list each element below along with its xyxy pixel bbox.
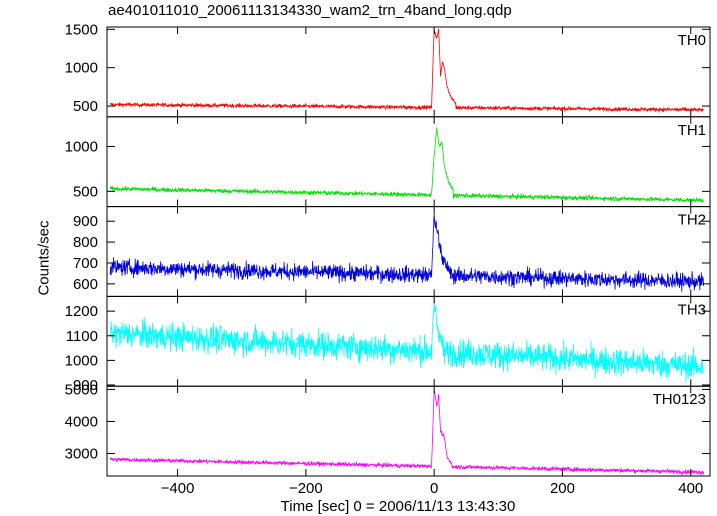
y-tick-label: 500 [73, 183, 98, 200]
x-tick-label: −400 [161, 480, 195, 497]
y-tick-label: 900 [73, 213, 98, 230]
y-tick-label: 1100 [66, 328, 98, 345]
y-tick-label: 700 [73, 255, 98, 272]
x-tick-label: 400 [678, 480, 703, 497]
y-tick-label: 1200 [65, 303, 98, 320]
x-tick-label: 200 [550, 480, 575, 497]
panel-frame-th0123 [106, 385, 711, 477]
panel-label-th0123: TH0123 [653, 391, 706, 408]
series-line-th2 [109, 213, 704, 292]
panel-label-th3: TH3 [678, 301, 706, 318]
series-line-th0123 [109, 390, 704, 476]
panel-label-th0: TH0 [678, 32, 706, 49]
panel-frame-th0 [106, 26, 711, 118]
y-tick-label: 800 [73, 234, 98, 251]
y-tick-label: 900 [73, 377, 98, 394]
y-tick-label: 500 [73, 98, 98, 115]
y-tick-label: 1500 [65, 21, 98, 38]
panel-label-th1: TH1 [678, 122, 706, 139]
series-line-th0 [109, 28, 704, 114]
panel-label-th2: TH2 [678, 212, 706, 229]
y-tick-label: 600 [73, 276, 98, 293]
y-tick-label: 1000 [65, 60, 98, 77]
y-tick-label: 1000 [65, 138, 98, 155]
y-tick-label: 4000 [65, 413, 98, 430]
y-tick-label: 5000 [65, 381, 98, 398]
x-tick-label: −200 [289, 480, 323, 497]
x-axis-label: Time [sec] 0 = 2006/11/13 13:43:30 [280, 498, 516, 515]
series-line-th3 [109, 299, 704, 383]
y-tick-label: 3000 [65, 446, 98, 463]
series-line-th1 [109, 127, 704, 204]
panel-frame-th1 [106, 116, 711, 208]
x-tick-label: 0 [430, 480, 438, 497]
chart-title: ae401011010_20061113134330_wam2_trn_4ban… [108, 2, 512, 19]
y-tick-label: 1000 [65, 352, 98, 369]
